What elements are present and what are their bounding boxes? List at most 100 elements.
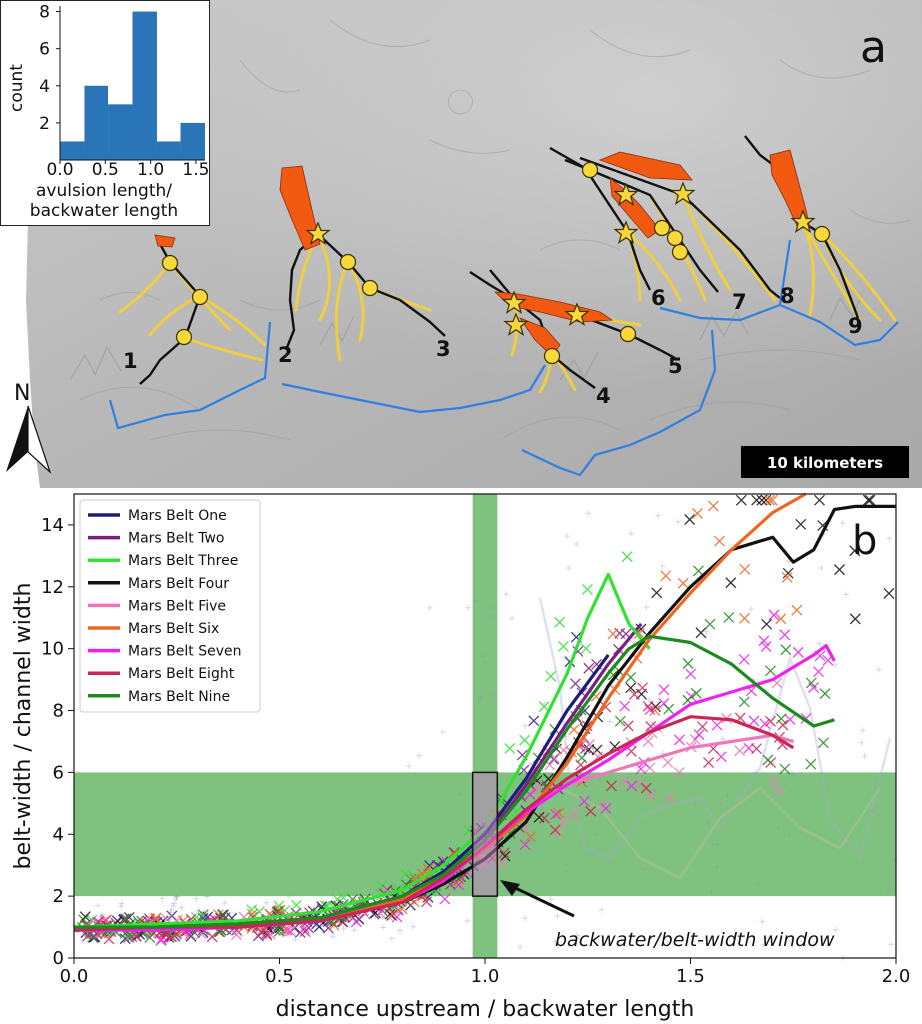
background-plus-marker [691,513,698,520]
background-plus-marker [159,895,166,902]
background-plus-marker [488,603,495,610]
scatter-marker [545,670,557,682]
background-plus-marker [464,917,471,924]
background-plus-marker [99,911,106,918]
background-plus-marker [886,535,893,542]
y-tick-label: 12 [41,577,64,598]
background-plus-marker [600,801,607,808]
scatter-marker [260,927,272,939]
background-plus-marker [517,944,524,951]
scatter-marker [583,739,595,751]
scatter-marker [264,928,276,940]
scatter-marker [725,577,737,589]
scatter-marker [642,735,654,747]
background-plus-marker [539,806,546,813]
histogram-ytick-label: 6 [39,40,50,60]
background-plus-marker [594,831,601,838]
scatter-marker [553,807,565,819]
y-tick-label: 6 [53,762,64,783]
scatter-marker [738,653,750,665]
scatter-marker [713,535,725,547]
background-plus-marker [410,923,417,930]
scale-bar-label: 10 kilometers [767,454,883,472]
background-plus-marker [541,700,548,707]
panel-a-map: 1 2 3 4 5 6 7 8 9 a N 10 kilometers 2 4 6 8… [0,0,922,488]
scatter-marker [739,563,751,575]
scatter-marker [693,729,705,741]
scatter-marker [576,752,588,764]
background-plus-marker [675,518,682,525]
background-plus-marker [859,727,866,734]
scatter-marker [813,666,824,678]
legend-label: Mars Belt Two [128,531,224,547]
background-plus-marker [353,918,360,925]
scatter-marker [78,914,90,926]
scatter-marker [421,896,433,908]
scatter-marker [685,668,697,680]
background-plus-marker [563,868,570,875]
scatter-marker [660,570,672,582]
scatter-marker [585,805,597,817]
scatter-marker [644,704,656,716]
scatter-marker [126,931,138,943]
scatter-marker [805,677,817,689]
scatter-marker [693,565,704,577]
background-trace [538,597,892,861]
scatter-marker [570,678,581,690]
scatter-marker [768,776,780,788]
scatter-marker [554,616,566,628]
background-plus-marker [464,604,471,611]
background-plus-marker [645,697,652,704]
background-plus-marker [709,837,716,844]
panel-b-chart: 0 2 4 6 8 10 12 14 0.0 0.5 1.0 1.5 2.0 Mars Belt One… [11,492,910,1022]
x-tick-label: 0.0 [60,966,89,987]
window-box [471,771,499,897]
scatter-marker [711,719,723,731]
background-plus-marker [870,807,877,814]
background-plus-marker [785,558,792,565]
background-plus-marker [388,935,395,942]
belt-label-5: 5 [668,354,683,378]
scatter-marker [453,879,465,891]
legend-label: Mars Belt Eight [128,666,235,682]
scatter-marker [498,847,510,859]
y-tick-label: 0 [53,948,64,969]
background-plus-marker [606,718,613,725]
scatter-marker [583,662,595,674]
background-plus-marker [340,925,347,932]
background-plus-marker [643,604,650,611]
scatter-marker [738,696,750,708]
background-plus-marker [789,771,796,778]
belt-label-8: 8 [780,284,795,308]
belt-label-1: 1 [123,349,138,373]
background-plus-marker [737,715,744,722]
scatter-marker [557,640,569,652]
scatter-marker [723,611,735,623]
scatter-marker [864,494,876,506]
x-tick-label: 0.5 [265,966,294,987]
scatter-marker [103,933,115,945]
background-plus-marker [775,825,782,832]
background-plus-marker [202,929,209,936]
scatter-marker [765,715,776,727]
background-plus-marker [108,933,115,940]
histogram-ylabel: count [7,64,27,112]
scatter-marker [762,754,774,766]
background-plus-marker [547,896,554,903]
scatter-marker [592,751,604,763]
background-plus-marker [760,941,767,948]
scatter-marker [79,911,91,923]
scatter-marker [673,734,685,746]
background-plus-marker [888,941,895,948]
background-plus-marker [321,900,328,907]
background-plus-marker [585,510,592,517]
scatter-marker [682,658,694,669]
scatter-marker [697,721,708,733]
background-plus-marker [221,899,228,906]
histogram-xtick-label: 1.0 [137,160,164,180]
inset-histogram: 2 4 6 8 0.0 0.5 1.0 1.5 count avulsion length/bac… [0,0,210,226]
scatter-marker [549,824,561,836]
background-plus-marker [832,926,839,933]
legend-box [79,499,261,713]
scatter-marker [538,812,550,824]
